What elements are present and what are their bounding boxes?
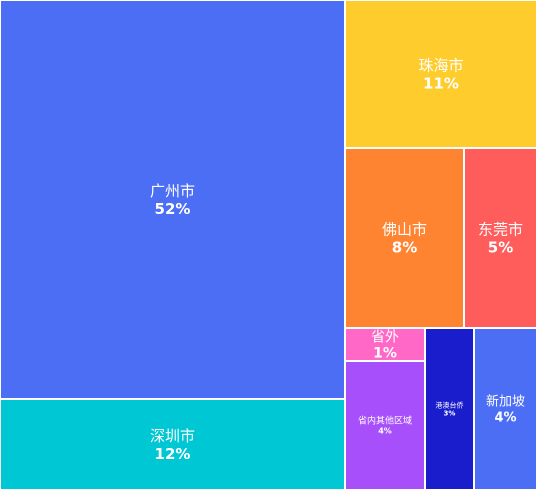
tile-value-label: 4% bbox=[494, 411, 516, 426]
treemap-tile-rect[interactable] bbox=[0, 398, 346, 490]
tile-value-label: 52% bbox=[155, 200, 191, 218]
treemap-tile-rect[interactable] bbox=[344, 0, 537, 149]
tile-value-label: 8% bbox=[392, 238, 417, 256]
tile-name-label: 珠海市 bbox=[418, 56, 463, 74]
tile-name-label: 省外 bbox=[371, 329, 399, 345]
tile-value-label: 5% bbox=[488, 238, 513, 256]
tile-name-label: 佛山市 bbox=[382, 220, 427, 238]
tile-name-label: 广州市 bbox=[150, 182, 195, 200]
tile-name-label: 东莞市 bbox=[478, 220, 523, 238]
tile-name-label: 省内其他区域 bbox=[358, 415, 412, 427]
treemap-tile-rect[interactable] bbox=[0, 0, 346, 400]
tile-value-label: 12% bbox=[155, 445, 191, 463]
treemap-tile[interactable]: 省外1% bbox=[344, 327, 426, 362]
treemap-tile-rect[interactable] bbox=[344, 360, 426, 490]
tile-name-label: 深圳市 bbox=[150, 427, 195, 445]
treemap-tile-rect[interactable] bbox=[344, 147, 465, 329]
treemap-tile-rect[interactable] bbox=[424, 327, 475, 490]
treemap-tile-rect[interactable] bbox=[473, 327, 537, 490]
tile-name-label: 新加坡 bbox=[486, 394, 525, 410]
tile-value-label: 3% bbox=[444, 409, 456, 417]
tile-value-label: 4% bbox=[378, 427, 392, 436]
tile-name-label: 港澳台侨 bbox=[436, 400, 464, 409]
tile-value-label: 11% bbox=[423, 74, 459, 92]
treemap-tile-rect[interactable] bbox=[463, 147, 537, 329]
tile-value-label: 1% bbox=[373, 345, 397, 361]
